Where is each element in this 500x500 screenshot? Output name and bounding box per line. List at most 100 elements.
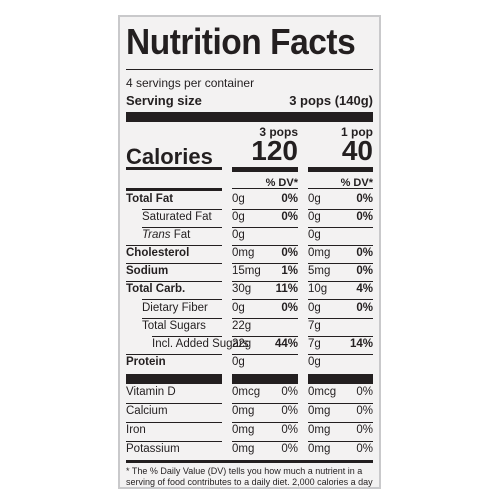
nutrient-row-rule [232, 354, 298, 355]
vitamin-row-rule [308, 403, 373, 404]
title-divider [126, 69, 373, 70]
nutrient-row-rule [308, 245, 373, 246]
nutrient-amount-col2: 0g [308, 229, 321, 241]
nutrient-row-rule [232, 245, 298, 246]
nutrient-row-rule [126, 281, 222, 282]
vitamin-name: Calcium [126, 405, 168, 417]
nutrient-amount-col1: 0g [232, 229, 245, 241]
nutrient-name: Dietary Fiber [142, 302, 208, 314]
nutrient-dv-col1: 11% [275, 283, 298, 295]
servings-per-container: 4 servings per container [126, 76, 255, 90]
nutrient-amount-col1: 22g [232, 338, 252, 350]
vitamin-row-rule [126, 441, 222, 442]
nutrition-facts-panel: Nutrition Facts 4 servings per container… [118, 15, 381, 489]
vitamin-dv-col2: 0% [356, 405, 373, 417]
nutrient-row-rule [232, 281, 298, 282]
nutrient-row-rule [308, 336, 373, 337]
nutrient-name: Trans Fat [142, 229, 190, 241]
vitamin-name: Potassium [126, 443, 180, 455]
nutrient-row-rule [126, 263, 222, 264]
footnote-rule [126, 460, 373, 463]
vitamins-thick-rule-col1 [232, 374, 298, 384]
label-title: Nutrition Facts [126, 21, 356, 62]
nutrient-row-rule [232, 227, 298, 228]
vitamin-row-rule [308, 441, 373, 442]
nutrient-top-rule-left [126, 188, 222, 191]
nutrient-dv-col1: 0% [281, 302, 298, 314]
serving-size-value: 3 pops (140g) [289, 93, 373, 108]
nutrient-name-rest: Fat [170, 229, 191, 241]
vitamin-row-rule [308, 422, 373, 423]
nutrient-amount-col1: 0g [232, 356, 245, 368]
serving-size-label: Serving size [126, 93, 202, 108]
nutrient-name: Saturated Fat [142, 211, 212, 223]
vitamin-row-rule [126, 403, 222, 404]
calories-rule-col2 [308, 167, 373, 172]
nutrient-amount-col2: 10g [308, 283, 328, 295]
vitamin-row-rule [232, 441, 298, 442]
nutrient-amount-col2: 0mg [308, 247, 331, 259]
nutrient-amount-col1: 0g [232, 211, 245, 223]
nutrient-row-rule [152, 336, 222, 337]
nutrient-dv-col1: 0% [281, 247, 298, 259]
nutrient-name: Total Fat [126, 193, 174, 205]
nutrient-dv-col2: 0% [356, 193, 373, 205]
vitamin-dv-col1: 0% [281, 443, 298, 455]
vitamin-amount-col2: 0mg [308, 424, 331, 436]
nutrient-dv-col1: 44% [274, 338, 298, 350]
vitamin-amount-col1: 0mcg [232, 386, 261, 398]
nutrient-row-rule [308, 281, 373, 282]
nutrient-name: Total Carb. [126, 283, 186, 295]
nutrient-amount-col1: 0mg [232, 247, 255, 259]
nutrient-name-prefix: Trans [142, 229, 171, 241]
nutrient-dv-col2: 0% [356, 265, 373, 277]
nutrient-row-rule [232, 209, 298, 210]
vitamin-amount-col1: 0mg [232, 424, 255, 436]
nutrient-amount-col2: 7g [308, 338, 321, 350]
vitamins-thick-rule-col2 [308, 374, 373, 384]
nutrient-row-rule [232, 299, 298, 300]
nutrient-row-rule [308, 209, 373, 210]
nutrient-dv-col1: 0% [281, 211, 298, 223]
vitamin-dv-col2: 0% [356, 424, 373, 436]
nutrient-amount-col1: 30g [232, 283, 252, 295]
nutrient-dv-col1: 0% [281, 193, 298, 205]
nutrient-row-rule [308, 318, 373, 319]
nutrient-amount-col2: 7g [308, 320, 321, 332]
vitamin-amount-col1: 0mg [232, 443, 255, 455]
nutrient-dv-col2: 14% [349, 338, 373, 350]
nutrient-amount-col1: 0g [232, 193, 245, 205]
col2-header: 1 pop [341, 125, 373, 139]
nutrient-amount-col2: 0g [308, 302, 321, 314]
nutrient-amount-col2: 0g [308, 193, 321, 205]
nutrient-row-rule [308, 263, 373, 264]
nutrient-amount-col1: 22g [232, 320, 252, 332]
nutrient-amount-col2: 0g [308, 356, 321, 368]
nutrient-dv-col1: 1% [281, 265, 298, 277]
nutrient-name: Cholesterol [126, 247, 190, 259]
nutrient-amount-col1: 0g [232, 302, 245, 314]
vitamins-thick-rule-left [126, 374, 222, 384]
dv-header-col2: % DV* [340, 177, 373, 189]
dv-header-col1: % DV* [265, 177, 298, 189]
vitamin-amount-col2: 0mg [308, 443, 331, 455]
vitamin-row-rule [126, 422, 222, 423]
nutrient-name: Protein [126, 356, 166, 368]
vitamin-dv-col1: 0% [281, 405, 298, 417]
nutrient-dv-col2: 0% [356, 302, 373, 314]
vitamin-name: Iron [126, 424, 146, 436]
calories-value-1pop: 40 [341, 135, 373, 166]
nutrient-row-rule [142, 318, 222, 319]
vitamin-dv-col2: 0% [356, 386, 373, 398]
vitamin-name: Vitamin D [126, 386, 176, 398]
vitamin-dv-col1: 0% [281, 386, 298, 398]
nutrient-row-rule [142, 209, 222, 210]
nutrient-amount-col2: 5mg [308, 265, 331, 277]
nutrient-dv-col2: 4% [356, 283, 373, 295]
nutrient-name: Incl. Added Sugars [152, 338, 249, 350]
nutrient-dv-col2: 0% [356, 211, 373, 223]
footnote: * The % Daily Value (DV) tells you how m… [126, 466, 373, 487]
vitamin-amount-col2: 0mg [308, 405, 331, 417]
nutrient-name: Total Sugars [142, 320, 206, 332]
nutrient-amount-col1: 15mg [232, 265, 261, 277]
